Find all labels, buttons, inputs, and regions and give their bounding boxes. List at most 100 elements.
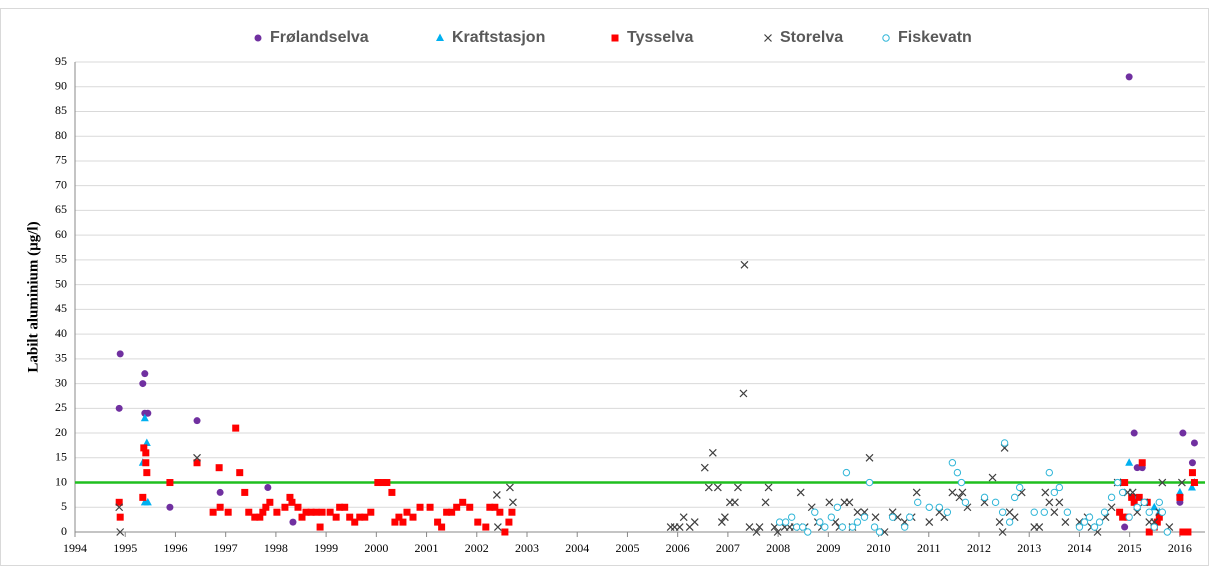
y-tick-label: 65 — [55, 202, 67, 216]
point — [1179, 528, 1187, 536]
point — [745, 523, 754, 531]
x-tick-label: 2015 — [1118, 541, 1142, 555]
legend-marker — [764, 34, 772, 42]
point — [799, 523, 807, 531]
point — [764, 483, 773, 492]
point — [493, 523, 502, 531]
point — [388, 488, 396, 496]
point — [1040, 508, 1048, 516]
point — [326, 508, 334, 516]
x-tick-label: 2014 — [1067, 541, 1091, 555]
point — [980, 493, 989, 502]
point — [730, 498, 739, 507]
y-tick-label: 60 — [55, 227, 67, 241]
x-tick-label: 2007 — [716, 541, 740, 555]
point — [1158, 508, 1167, 516]
point — [245, 508, 253, 516]
point — [215, 464, 223, 472]
point — [1121, 523, 1129, 531]
point — [316, 523, 324, 531]
point — [224, 508, 232, 516]
point — [1050, 488, 1059, 497]
x-tick-label: 2004 — [565, 541, 589, 555]
point — [720, 513, 729, 522]
point — [914, 498, 922, 507]
x-tick-label: 1994 — [63, 541, 87, 555]
point — [1080, 518, 1089, 526]
x-tick-label: 2013 — [1017, 541, 1041, 555]
point — [1095, 518, 1104, 526]
x-tick-label: 2001 — [415, 541, 439, 555]
point — [501, 528, 509, 536]
legend-marker — [611, 34, 619, 42]
point — [838, 523, 847, 531]
point — [1130, 429, 1138, 437]
point — [675, 523, 684, 531]
point — [848, 523, 857, 531]
point — [1133, 503, 1141, 511]
point — [1119, 513, 1127, 521]
point — [1100, 508, 1109, 516]
point — [713, 483, 722, 492]
point — [775, 518, 784, 526]
point — [792, 523, 801, 531]
point — [140, 413, 149, 422]
point — [1150, 523, 1158, 531]
point — [833, 503, 842, 511]
point — [379, 479, 387, 487]
point — [865, 478, 874, 487]
chart-border — [0, 8, 1209, 566]
y-axis-title: Labilt aluminium (µg/l) — [25, 221, 41, 372]
y-tick-label: 70 — [55, 177, 67, 191]
point — [492, 490, 501, 499]
point — [1061, 518, 1070, 527]
point — [143, 497, 152, 506]
point — [1055, 498, 1064, 507]
point — [1175, 487, 1184, 496]
point — [1107, 493, 1116, 502]
point — [755, 523, 764, 531]
point — [1041, 488, 1050, 497]
point — [426, 503, 434, 511]
point — [988, 473, 997, 482]
x-tick-label: 2000 — [364, 541, 388, 555]
point — [690, 518, 699, 527]
point — [144, 409, 152, 417]
y-tick-label: 40 — [55, 326, 67, 340]
legend-label: Tysselva — [627, 29, 694, 46]
point — [302, 508, 310, 516]
x-tick-label: 1995 — [113, 541, 137, 555]
point — [416, 503, 424, 511]
y-tick-label: 25 — [55, 400, 67, 414]
point — [957, 478, 966, 487]
point — [1188, 459, 1196, 467]
point — [142, 438, 151, 446]
point — [825, 498, 834, 507]
point — [262, 503, 270, 511]
point — [361, 513, 369, 521]
point — [717, 518, 726, 527]
point — [409, 513, 417, 521]
point — [142, 449, 150, 457]
point — [116, 350, 124, 358]
point — [796, 488, 805, 497]
point — [312, 508, 320, 516]
point — [1155, 513, 1163, 521]
point — [1125, 73, 1133, 81]
point — [925, 503, 933, 511]
point — [740, 260, 749, 269]
point — [998, 508, 1007, 516]
point — [1138, 459, 1146, 467]
point — [1107, 503, 1116, 512]
y-tick-label: 10 — [55, 474, 67, 488]
point — [853, 518, 862, 526]
point — [1140, 498, 1148, 507]
point — [259, 508, 267, 516]
point — [842, 468, 851, 477]
point — [166, 503, 174, 511]
point — [816, 518, 824, 526]
point — [453, 503, 461, 511]
point — [505, 483, 514, 492]
x-tick-label: 1996 — [163, 541, 187, 555]
